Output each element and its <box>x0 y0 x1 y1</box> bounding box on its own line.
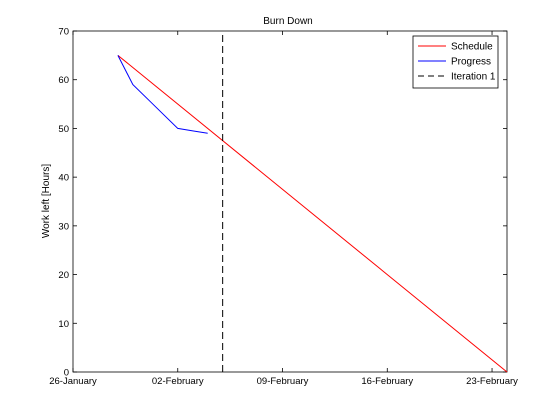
legend-label-iteration-1: Iteration 1 <box>451 72 496 83</box>
legend: Schedule Progress Iteration 1 <box>412 35 499 89</box>
x-tick-label-4: 23-February <box>466 376 518 387</box>
x-tick-label-0: 26-January <box>49 376 97 387</box>
y-tick-label-40: 40 <box>58 173 69 184</box>
y-axis-label: Work left [Hours] <box>41 164 52 238</box>
x-tick-label-1: 02-February <box>152 376 204 387</box>
series-line-progress <box>117 55 208 134</box>
y-tick-label-30: 30 <box>58 221 69 232</box>
x-tick-label-2: 09-February <box>257 376 309 387</box>
y-tick-label-70: 70 <box>58 27 69 38</box>
x-tick-label-3: 16-February <box>361 376 413 387</box>
y-tick-label-60: 60 <box>58 75 69 86</box>
legend-label-progress: Progress <box>451 57 491 68</box>
y-tick-label-10: 10 <box>58 319 69 330</box>
y-tick-label-50: 50 <box>58 124 69 135</box>
chart-title: Burn Down <box>263 16 312 27</box>
y-tick-label-20: 20 <box>58 270 69 281</box>
legend-box <box>412 35 499 89</box>
y-tick-label-0: 0 <box>64 368 69 379</box>
plot-area: 0 10 20 30 40 50 60 70 26-January 02-February 09-F… <box>49 27 518 388</box>
legend-label-schedule: Schedule <box>451 42 493 53</box>
series-line-schedule <box>117 54 508 373</box>
axes-box <box>72 30 508 373</box>
